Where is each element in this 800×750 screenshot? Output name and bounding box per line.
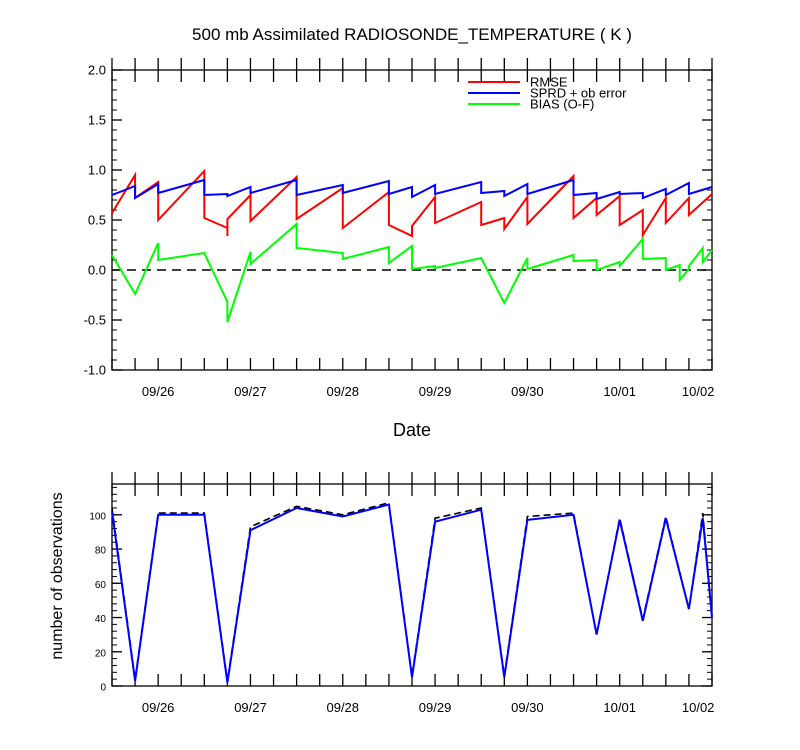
x-tick-label: 09/30 xyxy=(511,700,544,715)
top-chart: 09/26 09/27 09/28 09/29 09/30 10/01 10/02 -1.0 -… xyxy=(84,58,715,399)
series-line-sprd-ob-error xyxy=(111,178,713,201)
series-line-used xyxy=(111,503,713,683)
series-line-rmse xyxy=(111,168,713,239)
x-tick-label: 10/01 xyxy=(603,384,636,399)
y-tick-label: 20 xyxy=(95,648,107,659)
x-tick-label: 09/27 xyxy=(234,384,267,399)
series-line-bias-o-f- xyxy=(111,221,713,323)
y-tick-label: 0.0 xyxy=(88,263,106,278)
legend-label: RMSE xyxy=(530,75,568,90)
x-tick-label: 09/30 xyxy=(511,384,544,399)
x-tick-label: 09/26 xyxy=(142,700,175,715)
y-tick-label: 0 xyxy=(100,683,106,694)
x-tick-label: 09/26 xyxy=(142,384,175,399)
y-tick-label: 60 xyxy=(95,580,107,591)
y-tick-label: 100 xyxy=(89,511,106,522)
x-tick-label: 09/29 xyxy=(419,700,452,715)
y-tick-label: 40 xyxy=(95,614,107,625)
y-tick-label: 80 xyxy=(95,546,107,557)
x-tick-label: 09/28 xyxy=(326,700,359,715)
series-line-possible xyxy=(111,501,713,682)
y-tick-label: 2.0 xyxy=(88,63,106,78)
y-tick-label: -0.5 xyxy=(84,313,106,328)
legend-label: BIAS (O-F) xyxy=(530,97,594,112)
x-tick-label: 09/29 xyxy=(419,384,452,399)
chart-title: 500 mb Assimilated RADIOSONDE_TEMPERATUR… xyxy=(192,25,632,44)
y-tick-label: -1.0 xyxy=(84,363,106,378)
legend-label: SPRD + ob error xyxy=(530,86,627,101)
x-tick-label: 09/28 xyxy=(326,384,359,399)
x-tick-label: 10/02 xyxy=(682,384,715,399)
plot-frame xyxy=(111,69,713,371)
x-axis-label: Date xyxy=(393,420,431,440)
x-tick-label: 10/01 xyxy=(603,700,636,715)
y-tick-label: 1.5 xyxy=(88,113,106,128)
y-tick-label: 0.5 xyxy=(88,213,106,228)
y-axis-label-observations: number of observations xyxy=(49,492,66,659)
x-tick-label: 10/02 xyxy=(682,700,715,715)
x-tick-label: 09/27 xyxy=(234,700,267,715)
bottom-chart: 09/26 09/27 09/28 09/29 09/30 10/01 10/02 0 20 40… xyxy=(89,472,714,715)
y-tick-label: 1.0 xyxy=(88,163,106,178)
